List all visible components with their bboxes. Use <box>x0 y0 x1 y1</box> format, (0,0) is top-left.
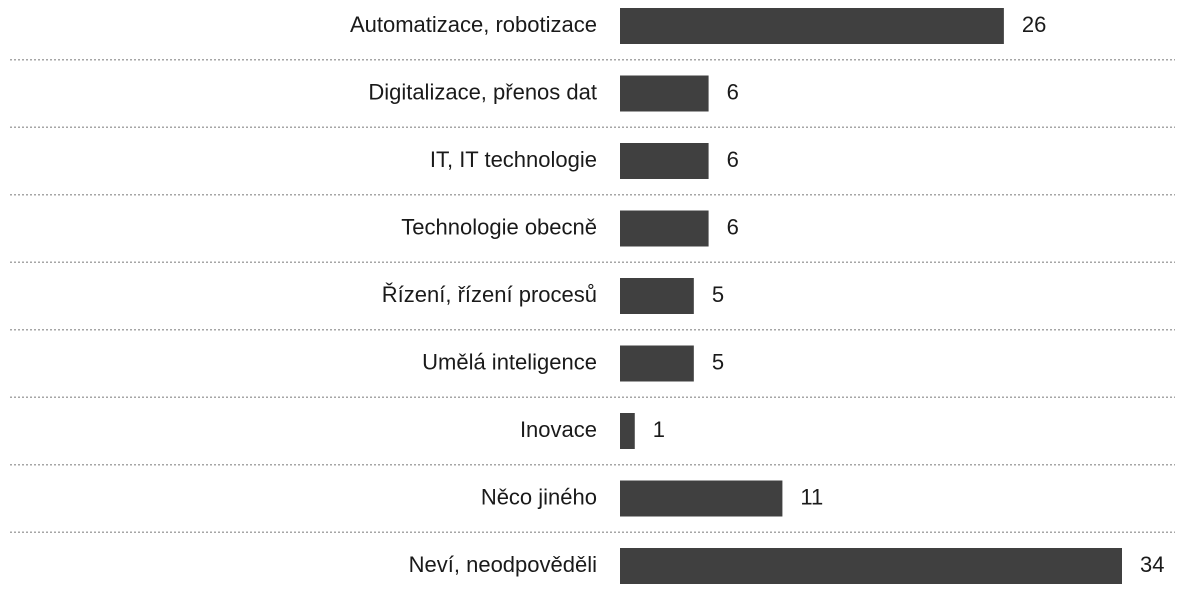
category-label: Digitalizace, přenos dat <box>368 79 597 104</box>
bar <box>620 413 635 449</box>
category-label: Řízení, řízení procesů <box>382 282 597 307</box>
category-label: IT, IT technologie <box>430 147 597 172</box>
category-label: Inovace <box>520 417 597 442</box>
value-label: 11 <box>800 484 823 509</box>
bar <box>620 480 783 517</box>
value-label: 1 <box>653 417 665 442</box>
value-label: 6 <box>727 214 739 239</box>
value-label: 5 <box>712 282 724 307</box>
value-label: 34 <box>1140 552 1164 577</box>
bar <box>620 143 709 179</box>
bar <box>620 345 694 382</box>
category-label: Umělá inteligence <box>422 349 597 374</box>
bar <box>620 8 1004 44</box>
bar <box>620 210 709 247</box>
value-label: 5 <box>712 349 724 374</box>
bar <box>620 278 694 314</box>
value-label: 6 <box>727 147 739 172</box>
value-label: 26 <box>1022 12 1046 37</box>
bar <box>620 548 1122 584</box>
category-label: Automatizace, robotizace <box>350 12 597 37</box>
bar <box>620 75 709 112</box>
category-label: Technologie obecně <box>401 214 597 239</box>
category-label: Něco jiného <box>481 484 597 509</box>
category-label: Neví, neodpověděli <box>409 552 597 577</box>
value-label: 6 <box>727 79 739 104</box>
